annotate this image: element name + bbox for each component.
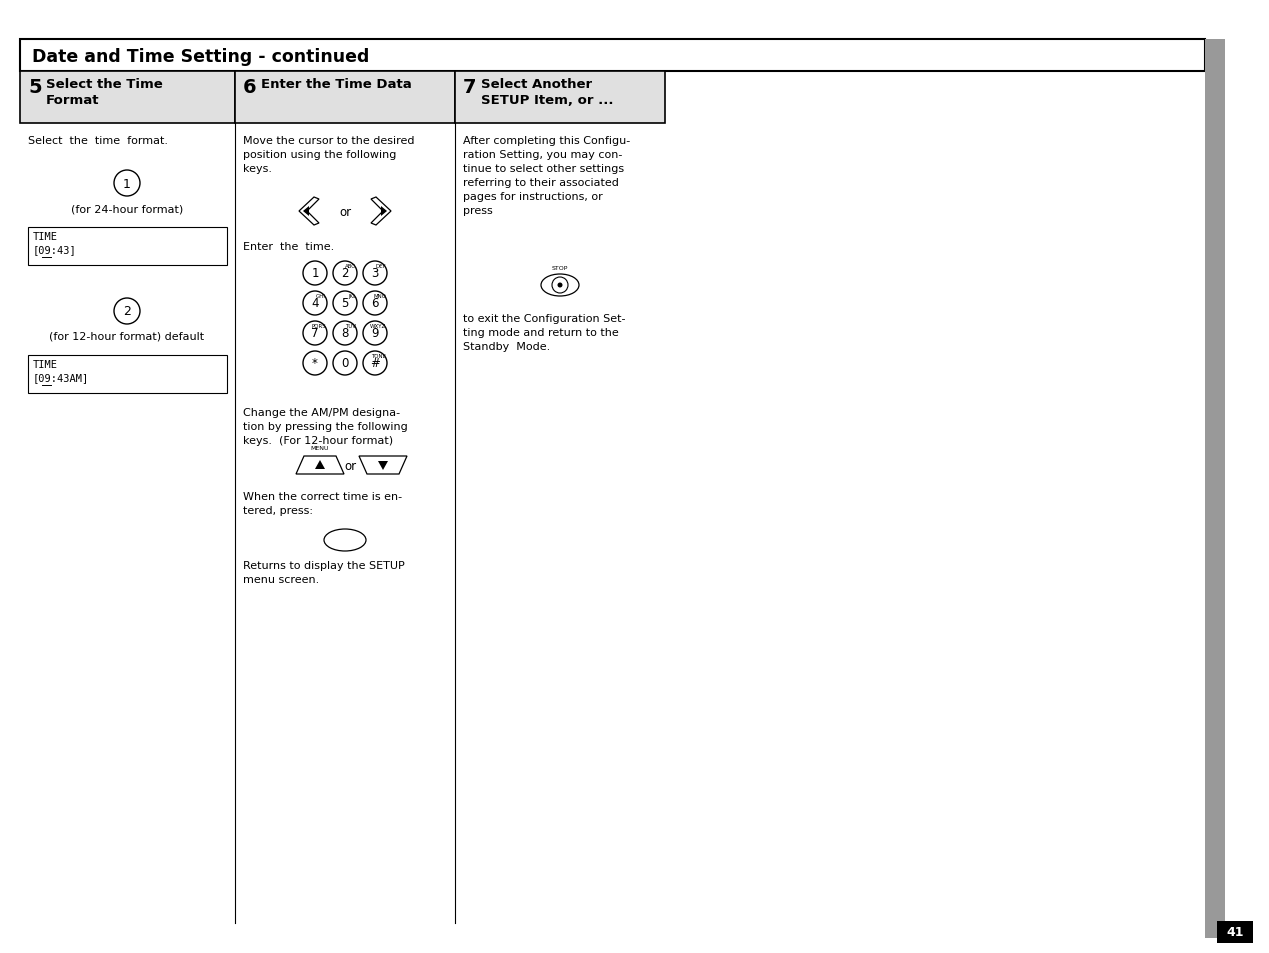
Text: or: or xyxy=(344,460,357,473)
Text: Change the AM/PM designa-
tion by pressing the following
keys.  (For 12-hour for: Change the AM/PM designa- tion by pressi… xyxy=(242,408,407,446)
Text: 1: 1 xyxy=(311,267,319,280)
Bar xyxy=(1206,40,1225,938)
Bar xyxy=(28,355,227,394)
Bar xyxy=(20,71,235,124)
Text: TIME: TIME xyxy=(33,232,58,242)
Circle shape xyxy=(303,322,327,346)
Circle shape xyxy=(363,292,387,315)
Text: 0: 0 xyxy=(341,357,349,370)
Bar xyxy=(1217,921,1253,943)
Text: Move the cursor to the desired
position using the following
keys.: Move the cursor to the desired position … xyxy=(242,136,415,173)
Text: (for 12-hour format) default: (for 12-hour format) default xyxy=(49,332,204,341)
Text: 5: 5 xyxy=(341,297,349,310)
Text: 7: 7 xyxy=(311,327,319,340)
Text: (for 24-hour format): (for 24-hour format) xyxy=(71,204,183,213)
Circle shape xyxy=(303,262,327,286)
Text: *: * xyxy=(312,357,319,370)
Text: MENU: MENU xyxy=(311,446,329,451)
Bar xyxy=(235,71,456,124)
Polygon shape xyxy=(299,198,319,226)
Text: 4: 4 xyxy=(311,297,319,310)
Text: STOP: STOP xyxy=(552,266,569,271)
Text: WXYZ: WXYZ xyxy=(369,324,386,329)
Circle shape xyxy=(332,262,357,286)
Circle shape xyxy=(332,352,357,375)
Circle shape xyxy=(557,283,562,288)
Text: [09:43]: [09:43] xyxy=(33,245,76,254)
Text: 1: 1 xyxy=(123,177,131,191)
Text: 41: 41 xyxy=(1226,925,1244,939)
Text: 7: 7 xyxy=(463,78,476,97)
Bar xyxy=(28,228,227,266)
Text: ENTER: ENTER xyxy=(335,535,355,540)
Text: #: # xyxy=(371,357,379,370)
Circle shape xyxy=(114,298,140,325)
Circle shape xyxy=(363,352,387,375)
Text: MNO: MNO xyxy=(373,294,386,298)
Text: Enter the Time Data: Enter the Time Data xyxy=(261,78,411,91)
Polygon shape xyxy=(381,207,387,216)
Text: TONE: TONE xyxy=(371,354,386,358)
Text: After completing this Configu-
ration Setting, you may con-
tinue to select othe: After completing this Configu- ration Se… xyxy=(463,136,631,215)
Text: 9: 9 xyxy=(372,327,378,340)
Text: JKL: JKL xyxy=(348,294,357,298)
Text: 6: 6 xyxy=(242,78,256,97)
Text: Select  the  time  format.: Select the time format. xyxy=(28,136,168,146)
Text: Returns to display the SETUP
menu screen.: Returns to display the SETUP menu screen… xyxy=(242,560,405,584)
Text: TUV: TUV xyxy=(345,324,357,329)
Circle shape xyxy=(332,292,357,315)
Circle shape xyxy=(332,322,357,346)
Ellipse shape xyxy=(541,274,579,296)
Text: [09:43AM]: [09:43AM] xyxy=(33,373,89,382)
Text: ↵: ↵ xyxy=(341,540,349,551)
Text: GHI: GHI xyxy=(316,294,326,298)
Circle shape xyxy=(114,171,140,196)
Text: to exit the Configuration Set-
ting mode and return to the
Standby  Mode.: to exit the Configuration Set- ting mode… xyxy=(463,314,626,352)
Text: 8: 8 xyxy=(341,327,349,340)
Polygon shape xyxy=(303,207,308,216)
Text: Format: Format xyxy=(46,94,99,107)
Circle shape xyxy=(552,277,569,294)
Bar xyxy=(20,40,1206,71)
Text: Select the Time: Select the Time xyxy=(46,78,162,91)
Text: PQRS: PQRS xyxy=(311,324,326,329)
Text: DEF: DEF xyxy=(376,264,386,269)
Bar xyxy=(456,71,665,124)
Ellipse shape xyxy=(324,530,365,552)
Text: 3: 3 xyxy=(372,267,378,280)
Text: TIME: TIME xyxy=(33,359,58,370)
Polygon shape xyxy=(296,456,344,475)
Polygon shape xyxy=(359,456,407,475)
Circle shape xyxy=(363,322,387,346)
Circle shape xyxy=(303,292,327,315)
Polygon shape xyxy=(378,461,388,471)
Text: Date and Time Setting - continued: Date and Time Setting - continued xyxy=(32,48,369,66)
Text: Select Another: Select Another xyxy=(481,78,593,91)
Polygon shape xyxy=(371,198,391,226)
Text: 5: 5 xyxy=(28,78,42,97)
Text: 2: 2 xyxy=(341,267,349,280)
Text: 6: 6 xyxy=(372,297,378,310)
Circle shape xyxy=(303,352,327,375)
Text: When the correct time is en-
tered, press:: When the correct time is en- tered, pres… xyxy=(242,492,402,516)
Text: Enter  the  time.: Enter the time. xyxy=(242,242,334,252)
Text: ABC: ABC xyxy=(345,264,357,269)
Text: or: or xyxy=(339,206,352,219)
Circle shape xyxy=(363,262,387,286)
Text: 2: 2 xyxy=(123,305,131,318)
Text: SETUP Item, or ...: SETUP Item, or ... xyxy=(481,94,613,107)
Polygon shape xyxy=(315,460,325,470)
